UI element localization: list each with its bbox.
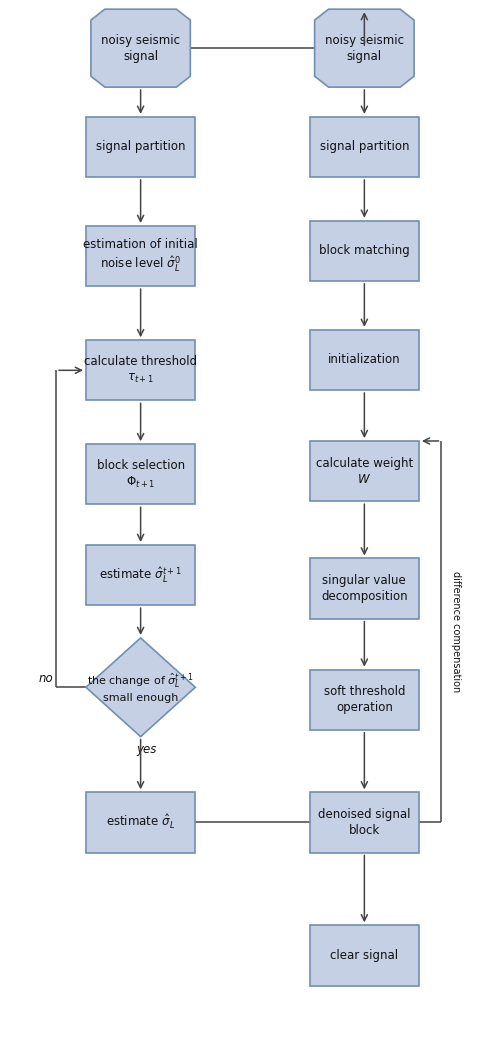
Text: noisy seismic
signal: noisy seismic signal xyxy=(325,33,404,63)
FancyBboxPatch shape xyxy=(86,545,196,605)
Text: clear signal: clear signal xyxy=(330,949,398,962)
Text: initialization: initialization xyxy=(328,353,400,367)
Polygon shape xyxy=(91,9,190,88)
Text: yes: yes xyxy=(136,743,157,755)
Polygon shape xyxy=(86,638,196,737)
FancyBboxPatch shape xyxy=(86,226,196,287)
Text: calculate weight
$W$: calculate weight $W$ xyxy=(316,456,413,486)
FancyBboxPatch shape xyxy=(310,117,419,177)
FancyBboxPatch shape xyxy=(86,792,196,852)
Text: calculate threshold
$\tau_{t+1}$: calculate threshold $\tau_{t+1}$ xyxy=(84,355,197,386)
Text: denoised signal
block: denoised signal block xyxy=(318,808,410,837)
FancyBboxPatch shape xyxy=(310,329,419,390)
FancyBboxPatch shape xyxy=(310,221,419,281)
Text: no: no xyxy=(39,672,54,686)
FancyBboxPatch shape xyxy=(86,117,196,177)
Polygon shape xyxy=(314,9,414,88)
Text: block matching: block matching xyxy=(319,244,410,257)
FancyBboxPatch shape xyxy=(86,444,196,504)
Text: noisy seismic
signal: noisy seismic signal xyxy=(101,33,180,63)
Text: estimate $\hat{\sigma}_L^{t+1}$: estimate $\hat{\sigma}_L^{t+1}$ xyxy=(99,566,182,585)
Text: signal partition: signal partition xyxy=(96,141,186,153)
FancyBboxPatch shape xyxy=(86,340,196,400)
FancyBboxPatch shape xyxy=(310,559,419,619)
Text: estimate $\hat{\sigma}_L$: estimate $\hat{\sigma}_L$ xyxy=(106,814,175,832)
Text: block selection
$\Phi_{t+1}$: block selection $\Phi_{t+1}$ xyxy=(96,458,184,490)
Text: estimation of initial
noise level $\hat{\sigma}_L^0$: estimation of initial noise level $\hat{… xyxy=(83,238,198,274)
FancyBboxPatch shape xyxy=(310,441,419,501)
Text: signal partition: signal partition xyxy=(320,141,409,153)
Text: singular value
decomposition: singular value decomposition xyxy=(321,574,408,603)
FancyBboxPatch shape xyxy=(310,925,419,986)
Text: the change of $\hat{\sigma}_L^{t+1}$
small enough: the change of $\hat{\sigma}_L^{t+1}$ sma… xyxy=(88,672,194,703)
FancyBboxPatch shape xyxy=(310,670,419,729)
Text: difference compensation: difference compensation xyxy=(452,571,462,692)
FancyBboxPatch shape xyxy=(310,792,419,852)
Text: soft threshold
operation: soft threshold operation xyxy=(324,686,405,714)
